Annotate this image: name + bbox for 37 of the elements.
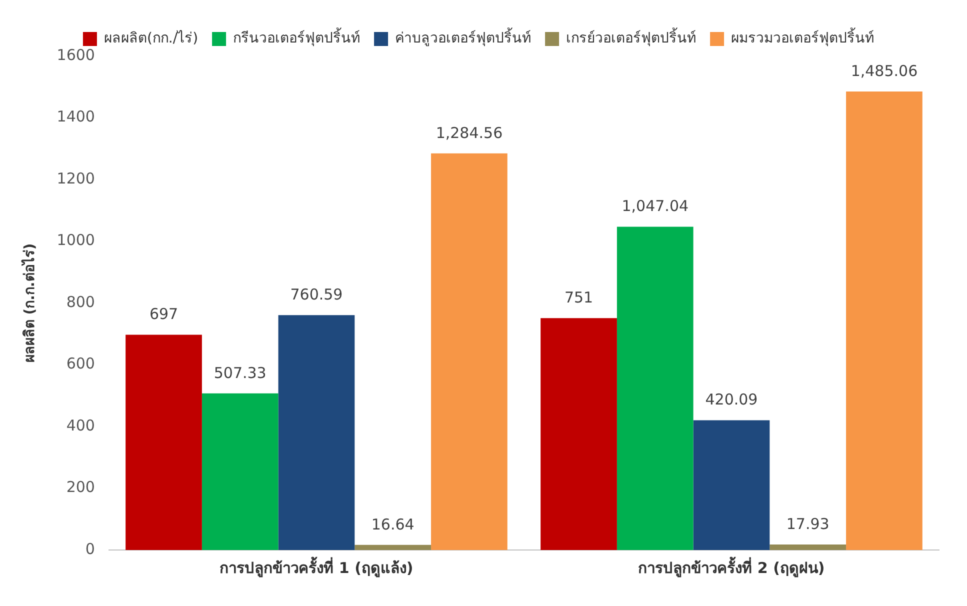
bar — [616, 226, 694, 550]
legend-label: ผมรวมวอเตอร์ฟุตปริ้นท์ — [731, 28, 874, 47]
data-label: 17.93 — [786, 514, 830, 533]
bar — [540, 318, 617, 550]
bar — [770, 544, 846, 550]
y-tick-label: 1400 — [56, 108, 95, 126]
bar — [278, 315, 355, 550]
y-tick-label: 400 — [66, 416, 95, 434]
bar — [126, 334, 202, 550]
legend-label: เกรย์วอเตอร์ฟุตปริ้นท์ — [566, 28, 696, 47]
legend-label: ผลผลิต(กก./ไร่) — [104, 30, 198, 47]
data-label: 507.33 — [214, 364, 266, 382]
data-label: 1,485.06 — [850, 62, 918, 80]
bar — [693, 420, 770, 550]
y-axis-title: ผลผลิต (ก.ก.ต่อไร่) — [20, 243, 38, 363]
y-tick-label: 0 — [85, 540, 95, 558]
legend-label: ค่าบลูวอเตอร์ฟุตปริ้นท์ — [395, 28, 532, 47]
x-tick-label: การปลูกข้าวครั้งที่ 1 (ฤดูแล้ง) — [220, 556, 414, 578]
y-tick-label: 600 — [66, 354, 95, 373]
data-label: 420.09 — [705, 390, 758, 409]
data-label: 697 — [149, 305, 178, 324]
data-label: 1,047.04 — [622, 197, 689, 216]
y-tick-label: 1600 — [56, 46, 95, 64]
data-label: 760.59 — [290, 286, 343, 304]
x-tick-label: การปลูกข้าวครั้งที่ 2 (ฤดูฝน) — [638, 556, 825, 578]
data-label: 751 — [564, 288, 594, 307]
y-tick-label: 1000 — [56, 231, 95, 250]
bar — [431, 153, 508, 550]
bar — [354, 544, 432, 550]
y-tick-label: 200 — [66, 478, 95, 496]
y-tick-label: 800 — [66, 292, 95, 311]
bar — [202, 393, 278, 550]
legend-label: กรีนวอเตอร์ฟุตปริ้นท์ — [233, 28, 360, 47]
bar — [846, 91, 922, 550]
data-label: 16.64 — [371, 515, 414, 534]
y-tick-label: 1200 — [56, 169, 95, 188]
data-label: 1,284.56 — [436, 124, 503, 142]
